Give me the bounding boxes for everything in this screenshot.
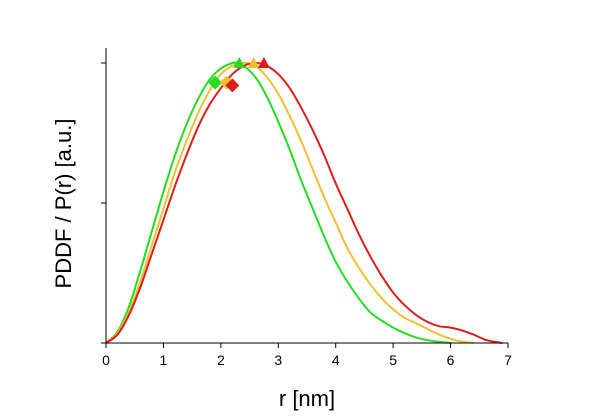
x-tick-label: 7 (504, 352, 512, 368)
diamond-marker-green (208, 75, 223, 90)
x-axis-label: r [nm] (279, 386, 335, 411)
diamond-marker-red (225, 78, 240, 93)
x-tick-label: 2 (217, 352, 225, 368)
x-tick-label: 3 (274, 352, 282, 368)
y-axis-label: PDDF / P(r) [a.u.] (51, 119, 76, 289)
x-tick-label: 1 (160, 352, 168, 368)
x-tick-label: 5 (389, 352, 397, 368)
x-tick-label: 0 (102, 352, 110, 368)
series-line-yellow (105, 62, 474, 344)
peak-triangle-marker-red (257, 57, 270, 68)
series-line-green (105, 61, 451, 344)
x-tick-label: 6 (447, 352, 455, 368)
peak-triangle-marker-yellow (247, 57, 260, 68)
axes: 0 1 2 3 4 5 6 7 (101, 48, 512, 368)
y-axis-ticks (101, 62, 106, 344)
x-axis-ticks: 0 1 2 3 4 5 6 7 (102, 343, 512, 368)
peak-triangle-marker-green (233, 57, 246, 68)
x-tick-label: 4 (332, 352, 340, 368)
series-line-red (105, 62, 503, 344)
plot-area (105, 57, 503, 344)
